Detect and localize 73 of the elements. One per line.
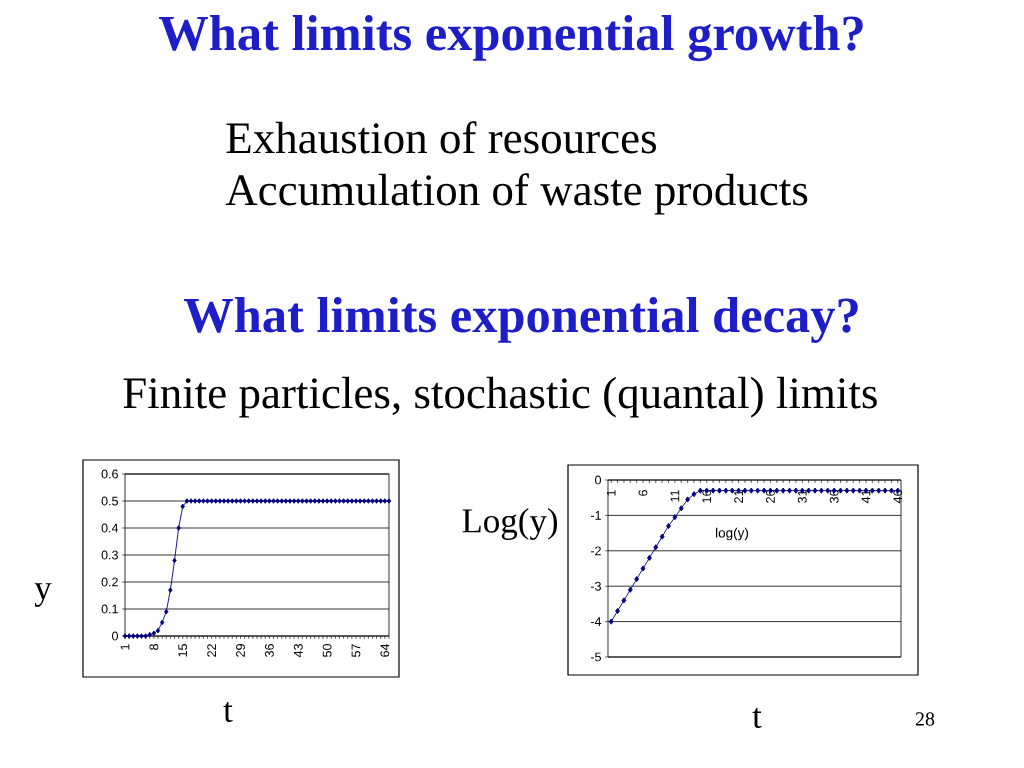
y-tick-label: 0.3 (101, 550, 118, 560)
point (876, 487, 882, 494)
y-tick-label: -1 (590, 511, 601, 520)
point (608, 618, 614, 625)
x-tick-label: 11 (670, 490, 680, 502)
point (812, 487, 818, 494)
x-tick-label: 6 (638, 490, 648, 496)
x-tick-label: 31 (797, 490, 807, 503)
point (793, 487, 799, 494)
point (653, 544, 659, 551)
y-axis-title: Log(y) (462, 508, 558, 540)
y-tick-label: -5 (590, 652, 601, 662)
point (672, 514, 678, 521)
annotation: log(y) (716, 527, 749, 541)
x-tick-label: 21 (734, 490, 743, 503)
point (818, 487, 824, 494)
x-axis-title: t (223, 701, 233, 723)
x-tick-label: 29 (236, 644, 245, 657)
text: What limits exponential growth? (158, 14, 863, 62)
chart-subtitle: Finite particles, stochastic (quantal) limits (123, 376, 877, 418)
chart-title: What limits exponential decay? (183, 296, 858, 343)
x-tick-label: 22 (207, 644, 216, 657)
point (685, 496, 691, 503)
point (850, 487, 856, 494)
x-tick-label: 15 (178, 644, 188, 657)
point (678, 505, 684, 512)
point (774, 487, 780, 494)
point (717, 487, 722, 494)
point (761, 487, 767, 494)
x-tick-label: 57 (351, 644, 361, 657)
x-axis-title: t (752, 707, 762, 729)
y-tick-label: -3 (590, 581, 601, 591)
point (647, 554, 652, 561)
y-tick-label: 0 (595, 475, 601, 485)
point (780, 487, 786, 494)
point (710, 487, 716, 494)
point (844, 487, 850, 494)
point (691, 491, 697, 498)
text: 28 (915, 712, 935, 726)
point (723, 487, 729, 494)
point (742, 487, 748, 494)
point (787, 487, 792, 494)
text: Accumulation of waste products (225, 173, 808, 215)
y-tick-label: 0.6 (101, 469, 118, 479)
x-tick-label: 43 (293, 644, 303, 658)
point (755, 487, 761, 494)
x-tick-label: 8 (149, 644, 159, 650)
x-tick-label: 64 (380, 643, 390, 657)
point (806, 487, 812, 494)
y-tick-label: 0 (112, 631, 118, 641)
x-tick-label: 36 (264, 644, 274, 657)
y-tick-label: 0.5 (101, 496, 118, 506)
y-tick-label: 0.4 (101, 523, 119, 533)
point (621, 597, 627, 604)
x-tick-label: 41 (861, 490, 871, 504)
point (748, 487, 754, 494)
x-tick-label: 46 (893, 490, 903, 504)
text: Exhaustion of resources (226, 121, 656, 154)
point (627, 586, 633, 593)
x-tick-label: 50 (322, 644, 332, 657)
y-axis-title: y (34, 583, 52, 607)
point (634, 576, 640, 583)
point (882, 487, 888, 494)
y-tick-label: 0.1 (101, 604, 118, 614)
x-tick-label: 1 (120, 644, 130, 650)
point (729, 487, 735, 494)
x-tick-label: 1 (606, 490, 616, 496)
point (640, 565, 646, 572)
point (659, 533, 665, 540)
y-tick-label: -4 (590, 617, 602, 626)
y-tick-label: -2 (590, 546, 601, 556)
point (697, 487, 703, 494)
y-tick-label: 0.2 (101, 577, 118, 587)
